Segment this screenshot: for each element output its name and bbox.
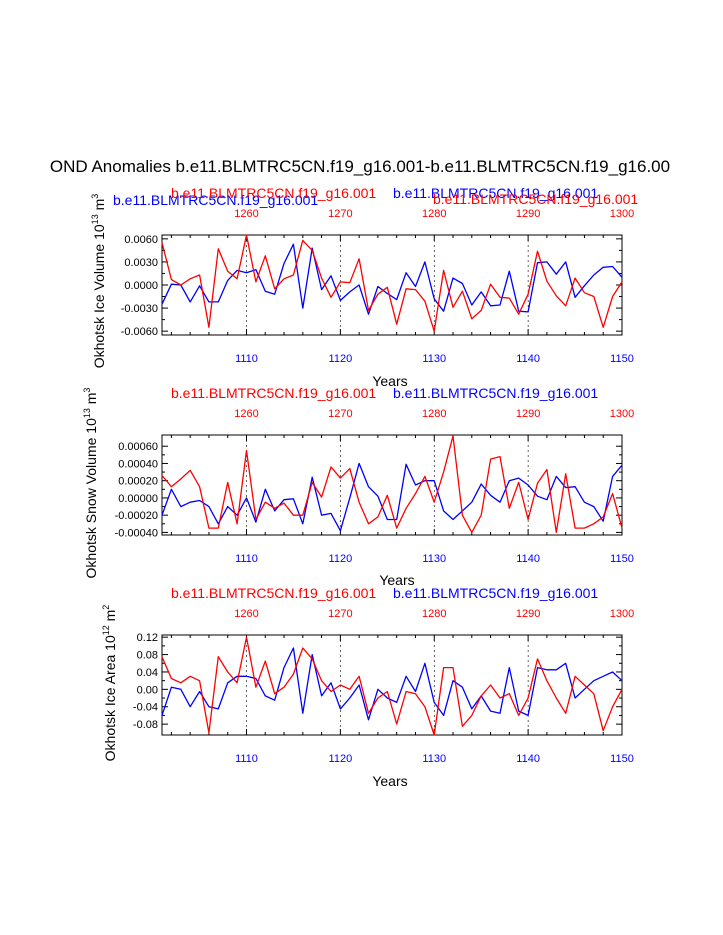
- y-tick-label: 0.00040: [118, 458, 158, 470]
- x-tick-label-top: 1300: [610, 608, 634, 620]
- y-tick-label: -0.00040: [115, 527, 158, 539]
- x-tick-label-top: 1280: [422, 408, 446, 420]
- x-tick-label-bottom: 1120: [329, 553, 353, 565]
- ice-volume-header-right-blue: b.e11.BLMTRC5CN.f19_g16.001: [393, 185, 598, 201]
- ice-volume-header-left-red: b.e11.BLMTRC5CN.f19_g16.001: [171, 185, 376, 201]
- x-tick-label-bottom: 1110: [235, 753, 258, 765]
- x-tick-label-top: 1300: [610, 208, 634, 220]
- x-tick-label-bottom: 1130: [422, 553, 446, 565]
- y-tick-label: -0.08: [133, 719, 158, 731]
- y-tick-label: 0.0060: [124, 234, 158, 246]
- ice-area-ticks: -0.08 -0.04 0.00 0.04 0.08 0.12 1110 1260 1120 12…: [133, 608, 634, 765]
- y-tick-label: 0.12: [137, 632, 158, 644]
- ice-volume-plot-frame: [161, 234, 623, 336]
- x-tick-label-bottom: 1110: [235, 553, 258, 565]
- y-tick-label: 0.00060: [118, 441, 158, 453]
- x-tick-label-top: 1280: [422, 608, 446, 620]
- x-tick-label-bottom: 1130: [422, 353, 446, 365]
- ice-area-y-axis-label: Okhotsk Ice Area 1012 m2: [101, 605, 118, 762]
- x-tick-label-top: 1290: [516, 208, 540, 220]
- snow-volume-plot-frame: [161, 434, 623, 536]
- ice-area-lines: [161, 636, 623, 736]
- x-tick-label-top: 1260: [234, 208, 258, 220]
- y-tick-label: 0.04: [137, 667, 158, 679]
- ice-area-plot-frame: [161, 634, 623, 736]
- y-tick-label: 0.00020: [118, 476, 158, 488]
- x-tick-label-bottom: 1130: [422, 753, 446, 765]
- y-tick-label: -0.04: [133, 702, 158, 714]
- x-tick-label-bottom: 1120: [329, 353, 353, 365]
- x-tick-label-bottom: 1150: [610, 553, 634, 565]
- red-series-line: [161, 234, 623, 332]
- ice-volume-header-left-blue: b.e11.BLMTRC5CN.f19_g16.001: [113, 192, 318, 208]
- snow-volume-ticks: -0.00040 -0.00020 0.00000 0.00020 0.00040 0.0…: [115, 408, 635, 565]
- x-tick-label-bottom: 1150: [610, 353, 634, 365]
- figure-title: OND Anomalies b.e11.BLMTRC5CN.f19_g16.00…: [50, 157, 670, 176]
- ice-area-panel: b.e11.BLMTRC5CN.f19_g16.001 b.e11.BLMTRC…: [101, 585, 634, 789]
- snow-volume-header-blue: b.e11.BLMTRC5CN.f19_g16.001: [393, 385, 598, 401]
- x-tick-label-top: 1290: [516, 608, 540, 620]
- ice-area-header-blue: b.e11.BLMTRC5CN.f19_g16.001: [393, 585, 598, 601]
- x-tick-label-top: 1270: [328, 608, 352, 620]
- snow-volume-panel: b.e11.BLMTRC5CN.f19_g16.001 b.e11.BLMTRC…: [82, 385, 634, 588]
- ice-volume-header-right-red: b.e11.BLMTRC5CN.f19_g16.001: [433, 191, 638, 207]
- red-series-line: [161, 435, 623, 534]
- ice-area-header-red: b.e11.BLMTRC5CN.f19_g16.001: [171, 585, 376, 601]
- y-tick-label: 0.00000: [118, 493, 158, 505]
- y-tick-label: 0.0030: [124, 257, 158, 269]
- x-tick-label-bottom: 1140: [516, 353, 540, 365]
- y-tick-label: -0.00020: [115, 510, 158, 522]
- x-tick-label-bottom: 1140: [516, 553, 540, 565]
- ice-area-x-axis-label: Years: [372, 773, 407, 789]
- y-tick-label: -0.0030: [121, 303, 158, 315]
- snow-volume-x-axis-label: Years: [379, 572, 414, 588]
- y-tick-label: 0.00: [137, 684, 158, 696]
- x-tick-label-top: 1290: [516, 408, 540, 420]
- x-tick-label-top: 1260: [234, 408, 258, 420]
- ice-volume-panel: b.e11.BLMTRC5CN.f19_g16.001 b.e11.BLMTRC…: [90, 185, 638, 389]
- x-tick-label-top: 1270: [328, 408, 352, 420]
- ice-volume-x-axis-label: Years: [372, 373, 407, 389]
- y-tick-label: 0.0000: [124, 280, 158, 292]
- snow-volume-header-red: b.e11.BLMTRC5CN.f19_g16.001: [171, 385, 376, 401]
- ice-volume-y-axis-label: Okhotsk Ice Volume 1013 m3: [90, 194, 107, 369]
- ice-volume-lines: [161, 234, 623, 332]
- y-tick-label: -0.0060: [121, 326, 158, 338]
- x-tick-label-top: 1260: [234, 608, 258, 620]
- snow-volume-y-axis-label: Okhotsk Snow Volume 1013 m3: [82, 388, 99, 579]
- red-series-line: [161, 636, 623, 736]
- x-tick-label-top: 1270: [328, 208, 352, 220]
- x-tick-label-bottom: 1110: [235, 353, 258, 365]
- x-tick-label-top: 1280: [422, 208, 446, 220]
- x-tick-label-top: 1300: [610, 408, 634, 420]
- x-tick-label-bottom: 1140: [516, 753, 540, 765]
- x-tick-label-bottom: 1120: [329, 753, 353, 765]
- x-tick-label-bottom: 1150: [610, 753, 634, 765]
- snow-volume-lines: [161, 435, 623, 534]
- y-tick-label: 0.08: [137, 650, 158, 662]
- ice-volume-ticks: -0.0060 -0.0030 0.0000 0.0030 0.0060 1110 1260…: [121, 208, 635, 365]
